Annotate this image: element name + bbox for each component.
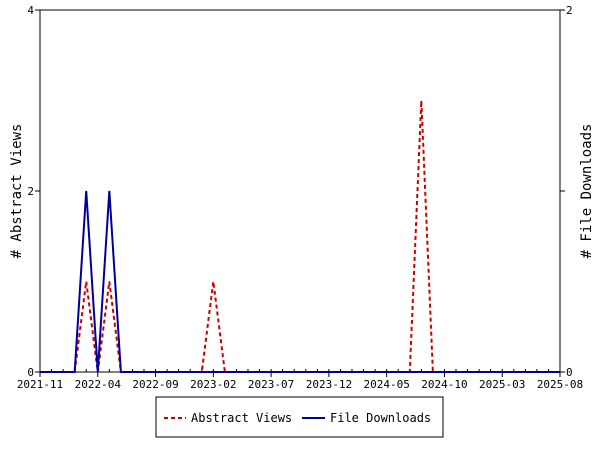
legend-label-file-downloads: File Downloads [330,411,431,425]
x-tick-label: 2022-04 [75,378,122,391]
x-tick-label: 2021-11 [17,378,63,391]
tick-labels: 2021-11 2022-04 2022-09 2023-02 2023-07 2023-… [17,4,583,391]
axis-ticks [35,9,565,377]
x-tick-label: 2025-03 [479,378,525,391]
legend-box [155,396,444,438]
legend-label-abstract-views: Abstract Views [191,411,292,425]
y-axis-title-right: # File Downloads [579,124,595,259]
x-tick-label: 2022-09 [132,378,178,391]
y-tick-label-right: 0 [566,366,573,379]
x-tick-label: 2024-05 [363,378,409,391]
series-layer [40,100,560,373]
y-tick-label-left: 4 [27,4,34,17]
legend: Abstract Views File Downloads [155,396,444,438]
y-tick-label-right: 2 [566,4,573,17]
y-tick-label-left: 0 [27,366,34,379]
x-tick-label: 2023-12 [306,378,352,391]
y-tick-label-left: 2 [27,185,34,198]
y-axis-title-left: # Abstract Views [9,124,25,259]
x-tick-label: 2023-07 [248,378,294,391]
series-line-file-downloads [40,190,560,373]
x-tick-label: 2023-02 [190,378,236,391]
x-tick-label: 2024-10 [421,378,467,391]
x-tick-label: 2025-08 [537,378,583,391]
